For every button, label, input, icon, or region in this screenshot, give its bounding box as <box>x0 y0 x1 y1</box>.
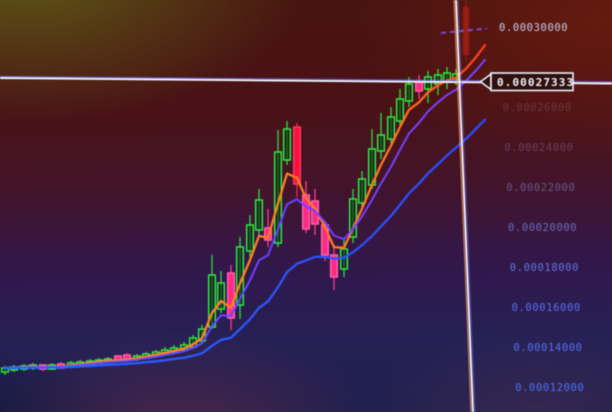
ma-line-fast <box>3 43 487 370</box>
candle-body-up <box>273 151 283 244</box>
candle-body-up <box>282 128 292 161</box>
candle-body-up <box>254 199 264 231</box>
price-axis-label[interactable]: 0.00012000 <box>515 382 584 394</box>
crosshair-vertical-fringe-left <box>453 0 472 412</box>
price-tag-pointer <box>479 72 492 91</box>
price-axis-label[interactable]: 0.00030000 <box>499 22 568 34</box>
price-axis-label[interactable]: 0.00014000 <box>513 342 582 354</box>
moving-averages-layer <box>3 27 488 370</box>
candle-body-down <box>462 7 470 55</box>
price-axis-label[interactable]: 0.00018000 <box>510 262 579 274</box>
price-axis-label[interactable]: 0.00016000 <box>512 302 581 314</box>
candle-body-up <box>395 98 405 122</box>
candle-body-down <box>329 254 339 278</box>
candle-body-down <box>414 81 424 92</box>
candle-body-up <box>357 178 367 204</box>
high-price-dashed-marker <box>440 27 488 34</box>
candle-body-up <box>216 282 226 310</box>
candles-layer <box>0 0 470 375</box>
crosshair-price-tag: 0.00027333 <box>479 72 574 92</box>
price-axis-label[interactable]: 0.00020000 <box>508 222 577 234</box>
price-tag-box <box>490 72 574 92</box>
price-axis[interactable]: 0.00030000 0.00026000 0.00024000 0.00022000… <box>479 22 585 394</box>
price-tag-label: 0.00027333 <box>497 76 574 89</box>
candle-body-up <box>376 134 386 152</box>
candle-body-up <box>197 328 207 342</box>
price-axis-label[interactable]: 0.00026000 <box>503 102 572 114</box>
ma-line-mid <box>4 58 486 369</box>
candle-body-up <box>386 116 396 140</box>
crosshair-vertical-line[interactable] <box>455 0 474 412</box>
candle-body-down <box>226 272 236 319</box>
candle-body-up <box>348 198 358 238</box>
candle-body-down <box>301 194 311 230</box>
candle-body-up <box>404 83 414 102</box>
price-axis-label[interactable]: 0.00022000 <box>506 182 575 194</box>
candle-body-up <box>423 76 433 90</box>
ma-line-slow <box>3 118 487 370</box>
price-axis-label[interactable]: 0.00024000 <box>504 142 573 154</box>
candle-body-down <box>292 126 302 185</box>
candle-body-up <box>245 224 255 252</box>
crosshair-vertical-fringe-right <box>457 0 476 412</box>
